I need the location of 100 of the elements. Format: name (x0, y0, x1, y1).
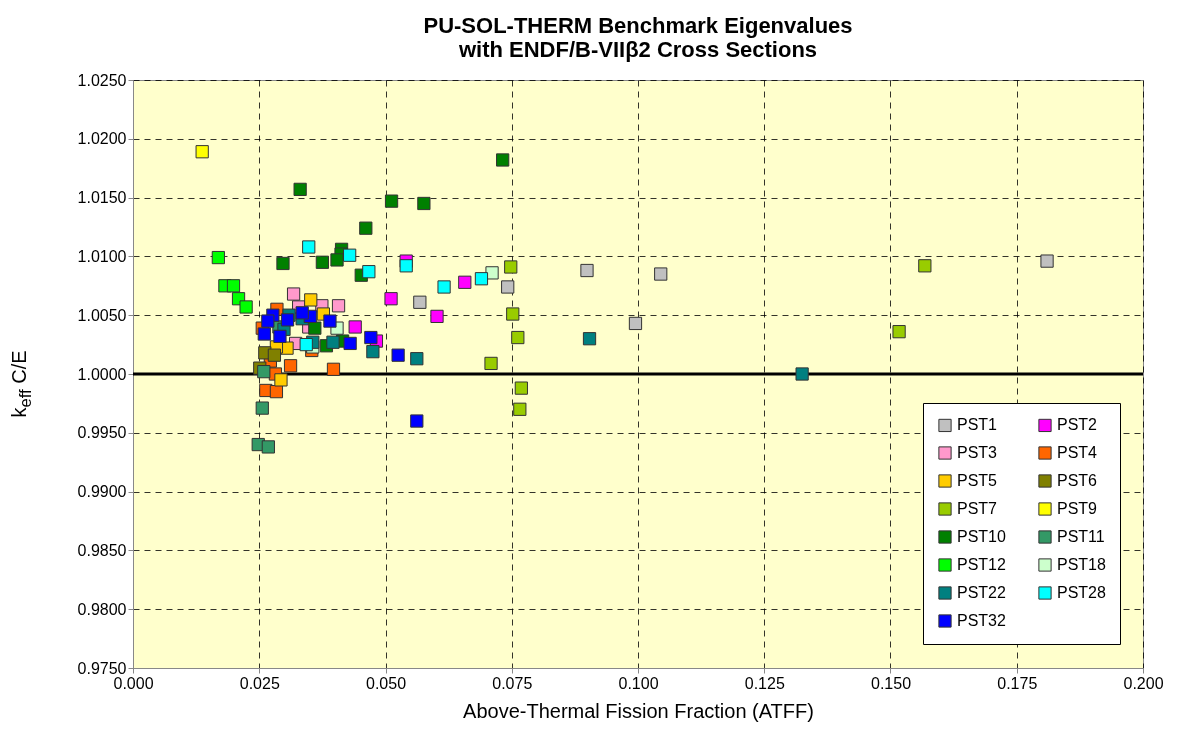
point (211, 250, 225, 265)
x-tick-label: 0.150 (870, 674, 912, 692)
point (257, 365, 271, 379)
point (299, 337, 313, 352)
y-tick-label: 1.0200 (77, 130, 127, 148)
point (295, 306, 309, 320)
legend-label: PST12 (957, 556, 1007, 573)
y-tick-label: 1.0050 (77, 306, 127, 324)
point (293, 182, 307, 196)
x-tick-label: 0.200 (1123, 674, 1164, 692)
point (458, 275, 472, 289)
legend-label: PST1 (957, 416, 998, 434)
y-tick-label: 1.0250 (77, 71, 127, 89)
point (273, 329, 287, 343)
point (474, 272, 489, 286)
point (384, 292, 398, 306)
legend-label: PST3 (957, 444, 998, 461)
point (326, 362, 341, 376)
point (326, 335, 340, 349)
point (391, 348, 405, 362)
point (410, 352, 424, 366)
x-tick-label: 0.050 (365, 674, 407, 692)
point (399, 259, 413, 273)
point (795, 367, 809, 381)
legend-label: PST11 (1057, 528, 1105, 545)
legend-label: PST18 (1057, 556, 1107, 573)
point (485, 266, 499, 280)
legend-label: PST9 (1057, 500, 1098, 517)
point (437, 280, 451, 294)
point (362, 265, 376, 279)
point (261, 440, 275, 454)
legend-label: PST28 (1057, 584, 1107, 601)
point (918, 259, 932, 273)
point (501, 280, 515, 294)
x-tick-label: 0.175 (997, 674, 1038, 692)
point (330, 253, 344, 267)
point (267, 348, 282, 362)
point (484, 356, 498, 371)
x-axis-title: Above-Thermal Fission Fraction (ATFF) (463, 699, 814, 722)
y-tick-label: 0.9900 (77, 483, 127, 501)
x-tick-label: 0.075 (492, 674, 533, 692)
point (286, 287, 301, 301)
y-tick-label: 0.9800 (77, 600, 127, 618)
point (654, 267, 668, 281)
point (315, 255, 329, 269)
legend-label: PST32 (957, 612, 1007, 629)
legend-label: PST2 (1057, 416, 1098, 434)
point (283, 359, 298, 373)
legend-label: PST5 (957, 472, 998, 489)
point (280, 313, 295, 327)
point (384, 194, 399, 208)
point (628, 316, 643, 331)
x-tick-label: 0.025 (239, 674, 280, 692)
point (261, 314, 275, 328)
x-tick-label: 0.125 (744, 674, 785, 692)
point (348, 320, 362, 334)
point (255, 401, 269, 415)
point (359, 221, 373, 235)
y-tick-label: 0.9750 (77, 659, 127, 677)
point (513, 402, 527, 416)
point (239, 300, 253, 314)
legend-label: PST10 (957, 528, 1007, 545)
y-tick-label: 1.0000 (77, 365, 127, 383)
point (410, 414, 424, 428)
y-tick-label: 1.0150 (77, 189, 127, 207)
point (323, 314, 337, 328)
point (511, 330, 525, 345)
point (343, 336, 357, 351)
point (308, 321, 322, 335)
point (274, 373, 288, 387)
point (1040, 254, 1054, 268)
x-tick-label: 0.100 (618, 674, 659, 692)
point (892, 325, 906, 339)
legend-label: PST4 (1057, 444, 1098, 461)
point (304, 293, 318, 307)
point (430, 309, 444, 323)
chart-title: PU-SOL-THERM Benchmark Eigenvalues with ENDF/B-VIIβ2 Cross Sections (423, 13, 853, 62)
point (366, 345, 380, 359)
legend-label: PST7 (957, 500, 998, 517)
point (580, 263, 594, 278)
point (582, 332, 597, 346)
y-tick-label: 1.0100 (77, 247, 127, 265)
point (195, 145, 209, 159)
x-tick-label: 0.000 (113, 674, 154, 692)
point (226, 279, 241, 293)
point (413, 295, 427, 309)
point (417, 196, 431, 211)
point (331, 299, 346, 313)
point (506, 307, 520, 321)
y-tick-label: 0.9950 (77, 424, 127, 442)
point (496, 153, 510, 167)
y-tick-label: 0.9850 (77, 541, 127, 559)
point (504, 260, 518, 274)
point (343, 248, 357, 262)
point (514, 381, 528, 395)
point (276, 256, 290, 271)
point (257, 327, 271, 341)
point (302, 240, 316, 254)
legend-label: PST22 (957, 584, 1007, 601)
legend-label: PST6 (1057, 472, 1098, 489)
